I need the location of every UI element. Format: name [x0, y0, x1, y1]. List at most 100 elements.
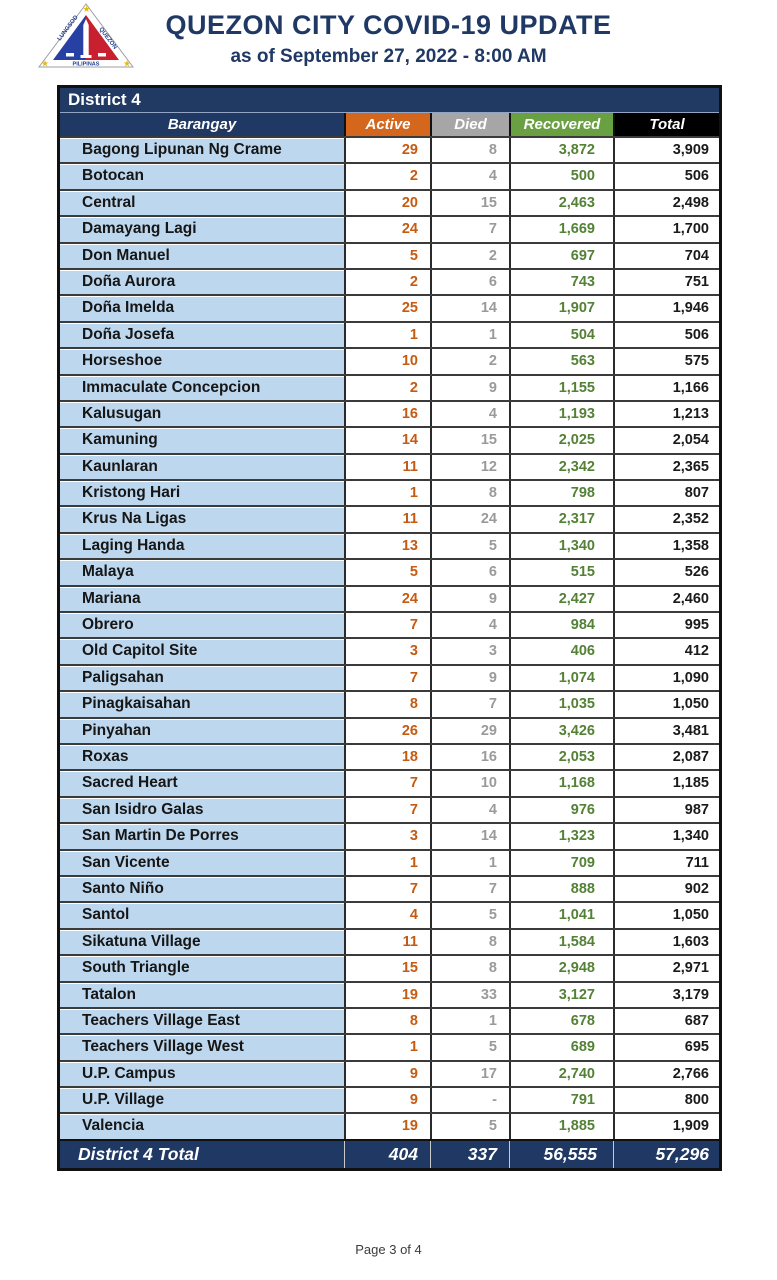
barangay-name-cell: Damayang Lagi — [60, 217, 344, 242]
barangay-name-cell: Laging Handa — [60, 533, 344, 559]
died-count-cell: 7 — [430, 217, 509, 242]
barangay-name-cell: U.P. Village — [60, 1088, 344, 1113]
table-row: Teachers Village East 8 1 678 687 — [60, 1006, 719, 1034]
recovered-count-cell: 3,426 — [509, 718, 613, 743]
died-count-cell: 17 — [430, 1061, 509, 1087]
total-count-cell: 575 — [613, 349, 719, 374]
column-header-active: Active — [344, 113, 430, 136]
died-count-cell: 33 — [430, 982, 509, 1007]
recovered-count-cell: 2,427 — [509, 586, 613, 612]
table-row: Pinagkaisahan 8 7 1,035 1,050 — [60, 690, 719, 717]
barangay-name-cell: Pinyahan — [60, 718, 344, 743]
barangay-name-cell: Krus Na Ligas — [60, 507, 344, 532]
recovered-count-cell: 500 — [509, 164, 613, 189]
died-count-cell: 1 — [430, 850, 509, 875]
barangay-name-cell: South Triangle — [60, 956, 344, 981]
table-row: Central 20 15 2,463 2,498 — [60, 188, 719, 216]
died-count-cell: 4 — [430, 613, 509, 638]
active-count-cell: 5 — [344, 243, 430, 268]
total-count-cell: 711 — [613, 850, 719, 875]
recovered-count-cell: 709 — [509, 850, 613, 875]
total-count-cell: 1,340 — [613, 824, 719, 849]
table-row: Immaculate Concepcion 2 9 1,155 1,166 — [60, 373, 719, 400]
total-count-cell: 1,050 — [613, 692, 719, 717]
table-row: Malaya 5 6 515 526 — [60, 558, 719, 585]
table-row: Pinyahan 26 29 3,426 3,481 — [60, 716, 719, 743]
total-count-cell: 987 — [613, 797, 719, 823]
died-count-cell: 5 — [430, 903, 509, 928]
active-count-cell: 26 — [344, 718, 430, 743]
recovered-count-cell: 1,074 — [509, 665, 613, 691]
barangay-name-cell: Sacred Heart — [60, 771, 344, 796]
table-row: Don Manuel 5 2 697 704 — [60, 241, 719, 268]
table-row: Bagong Lipunan Ng Crame 29 8 3,872 3,909 — [60, 136, 719, 163]
recovered-count-cell: 515 — [509, 560, 613, 585]
barangay-name-cell: Paligsahan — [60, 665, 344, 691]
recovered-count-cell: 406 — [509, 639, 613, 664]
died-count-cell: 8 — [430, 929, 509, 955]
died-count-cell: 24 — [430, 507, 509, 532]
active-count-cell: 2 — [344, 269, 430, 295]
active-count-cell: 15 — [344, 956, 430, 981]
total-row-label: District 4 Total — [78, 1143, 199, 1164]
column-header-barangay: Barangay — [60, 113, 344, 136]
recovered-count-cell: 1,907 — [509, 296, 613, 321]
total-count-cell: 2,498 — [613, 190, 719, 216]
total-count-cell: 1,603 — [613, 929, 719, 955]
barangay-name-cell: Mariana — [60, 586, 344, 612]
page-header: ★ ★ ★ LUNGSOD QUEZON PILIPINAS QUEZON CI… — [0, 0, 777, 80]
table-row: Doña Josefa 1 1 504 506 — [60, 320, 719, 348]
recovered-count-cell: 2,948 — [509, 956, 613, 981]
died-count-cell: 14 — [430, 824, 509, 849]
died-count-cell: - — [430, 1088, 509, 1113]
table-row: Doña Aurora 2 6 743 751 — [60, 267, 719, 295]
recovered-count-cell: 2,025 — [509, 428, 613, 453]
total-count-cell: 412 — [613, 639, 719, 664]
total-count-cell: 2,087 — [613, 744, 719, 770]
table-row: Krus Na Ligas 11 24 2,317 2,352 — [60, 505, 719, 532]
table-row: U.P. Village 9 - 791 800 — [60, 1086, 719, 1113]
barangay-name-cell: Teachers Village West — [60, 1035, 344, 1060]
total-count-cell: 2,971 — [613, 956, 719, 981]
table-rows: Bagong Lipunan Ng Crame 29 8 3,872 3,909… — [60, 136, 719, 1139]
svg-text:★: ★ — [83, 4, 91, 14]
barangay-name-cell: Pinagkaisahan — [60, 692, 344, 717]
barangay-name-cell: Horseshoe — [60, 349, 344, 374]
total-overall: 57,296 — [613, 1140, 719, 1168]
column-header-died: Died — [430, 113, 509, 136]
recovered-count-cell: 791 — [509, 1088, 613, 1113]
table-row: Botocan 2 4 500 506 — [60, 162, 719, 189]
table-row: Kristong Hari 1 8 798 807 — [60, 479, 719, 506]
total-count-cell: 1,185 — [613, 771, 719, 796]
died-count-cell: 8 — [430, 481, 509, 506]
recovered-count-cell: 2,317 — [509, 507, 613, 532]
barangay-name-cell: San Vicente — [60, 850, 344, 875]
district-total-row: District 4 Total 404 337 56,555 57,296 — [60, 1138, 719, 1168]
died-count-cell: 10 — [430, 771, 509, 796]
recovered-count-cell: 504 — [509, 322, 613, 348]
died-count-cell: 16 — [430, 744, 509, 770]
recovered-count-cell: 743 — [509, 269, 613, 295]
active-count-cell: 14 — [344, 428, 430, 453]
barangay-name-cell: Immaculate Concepcion — [60, 375, 344, 400]
total-count-cell: 1,213 — [613, 401, 719, 427]
total-count-cell: 1,909 — [613, 1114, 719, 1139]
total-recovered: 56,555 — [509, 1140, 613, 1168]
active-count-cell: 8 — [344, 1008, 430, 1034]
recovered-count-cell: 1,041 — [509, 903, 613, 928]
total-count-cell: 1,358 — [613, 533, 719, 559]
recovered-count-cell: 563 — [509, 349, 613, 374]
died-count-cell: 29 — [430, 718, 509, 743]
barangay-name-cell: Kristong Hari — [60, 481, 344, 506]
active-count-cell: 11 — [344, 507, 430, 532]
total-count-cell: 506 — [613, 164, 719, 189]
died-count-cell: 7 — [430, 876, 509, 902]
barangay-name-cell: Santol — [60, 903, 344, 928]
died-count-cell: 6 — [430, 269, 509, 295]
total-count-cell: 800 — [613, 1088, 719, 1113]
recovered-count-cell: 3,127 — [509, 982, 613, 1007]
died-count-cell: 7 — [430, 692, 509, 717]
total-count-cell: 1,050 — [613, 903, 719, 928]
active-count-cell: 2 — [344, 164, 430, 189]
died-count-cell: 15 — [430, 190, 509, 216]
